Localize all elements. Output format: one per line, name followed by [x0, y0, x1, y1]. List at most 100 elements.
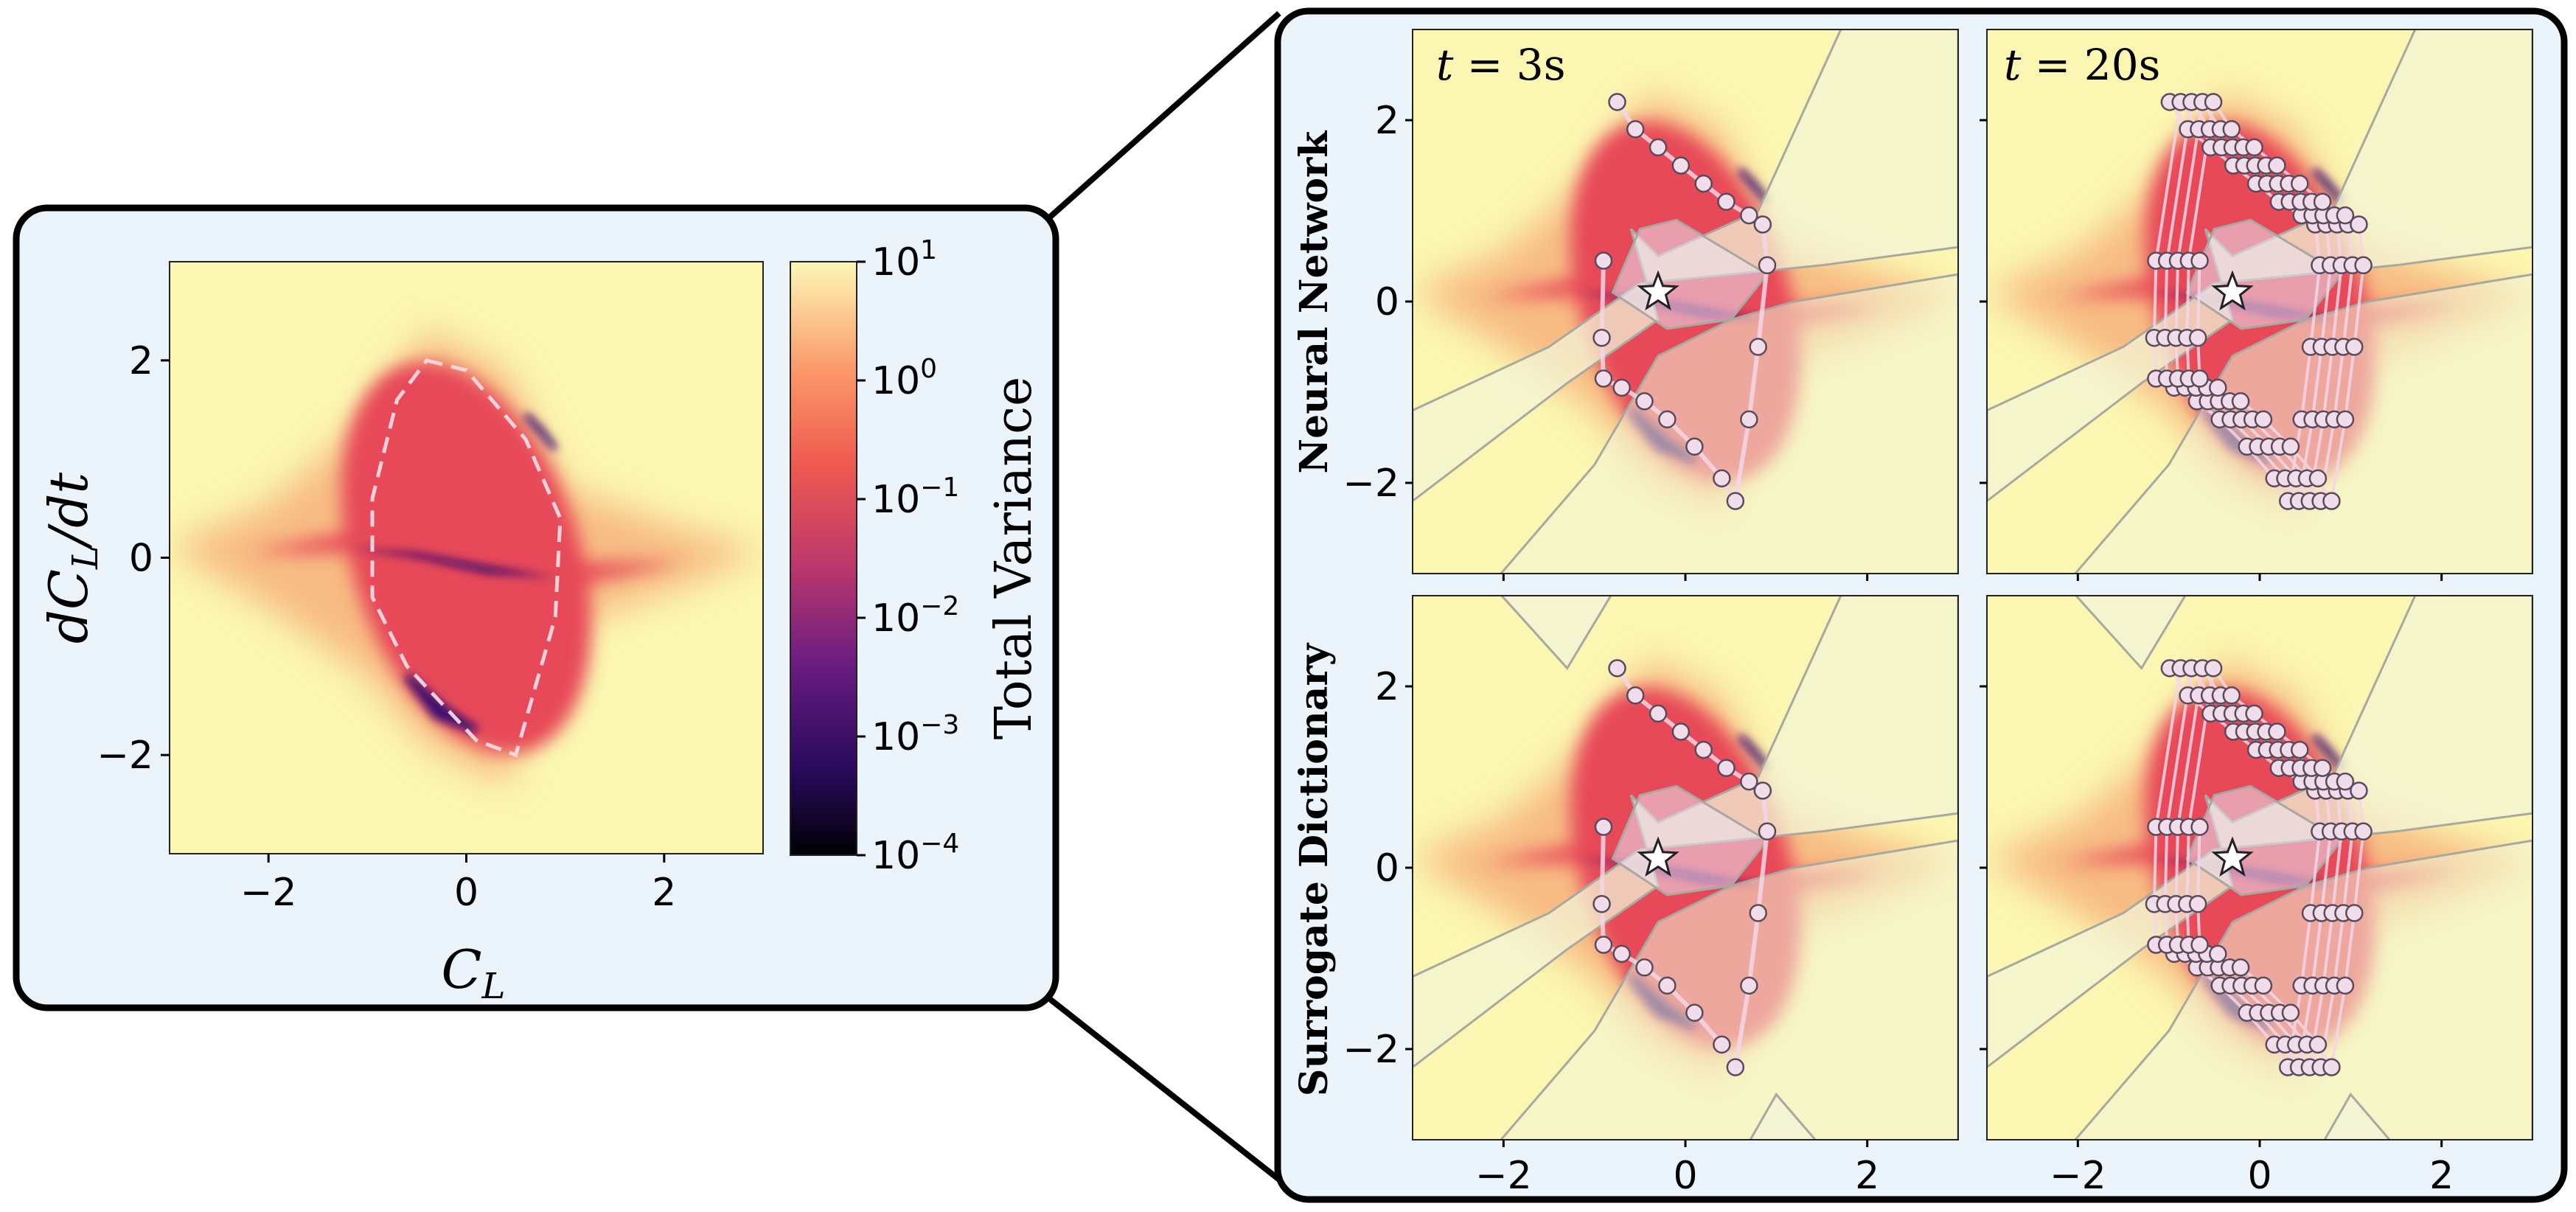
- trajectory-point: [2308, 469, 2328, 488]
- subplot-content: [1987, 596, 2533, 1140]
- boundary-corner-top: [1500, 596, 1612, 670]
- trajectory-point: [1608, 659, 1626, 678]
- trajectory-point: [1635, 392, 1654, 411]
- trajectory-point: [1594, 936, 1613, 954]
- subplot-nn-t20: [1986, 29, 2533, 574]
- trajectory-point: [1685, 437, 1704, 456]
- variance-mid-band: [248, 528, 684, 588]
- trajectory-point: [2336, 410, 2355, 429]
- trajectory-point: [1749, 904, 1767, 922]
- trajectory-point: [2190, 936, 2209, 954]
- colorbar-tick-label: 10−4: [871, 829, 959, 878]
- variance-low-arc-upper: [2311, 167, 2344, 204]
- trajectory-point: [2322, 1058, 2341, 1076]
- trajectory-point: [1753, 215, 1772, 234]
- colorbar-tick-label: 10−1: [871, 473, 959, 522]
- trajectory-point: [2222, 686, 2241, 705]
- subplot-sd-t3: [1412, 595, 1959, 1140]
- trajectory-point: [2209, 944, 2227, 964]
- trajectory-point: [2313, 192, 2332, 211]
- trajectory-point: [2209, 378, 2227, 397]
- trajectory-point: [1608, 93, 1626, 111]
- trajectory-point: [1592, 894, 1611, 913]
- trajectory-point: [1612, 378, 1631, 397]
- boundary-corner-bottom: [1749, 1092, 1817, 1140]
- trajectory-point: [1758, 256, 1777, 275]
- subplot-sd-t20: [1986, 595, 2533, 1140]
- zoom-y-tick-label: −2: [1343, 462, 1399, 506]
- subplot-content: [1413, 596, 1958, 1140]
- trajectory-point: [2313, 759, 2332, 777]
- zoom-x-tick-label: 2: [1855, 1154, 1879, 1198]
- trajectory-point: [2336, 772, 2355, 791]
- trajectory-point: [1671, 156, 1691, 175]
- trajectory-point: [1649, 138, 1668, 157]
- colorbar-label: Total Variance: [985, 377, 1043, 740]
- zoom-axes: −2 0 2 −2 −2 0 0 2 2 −2 0 2: [1343, 99, 2454, 1198]
- trajectory-point: [1713, 1035, 1731, 1054]
- variance-low-arc-upper: [1737, 734, 1770, 770]
- trajectory-point: [1694, 740, 1713, 759]
- trajectory-point: [1740, 976, 1758, 995]
- trajectory-point: [2354, 256, 2373, 275]
- colorbar-tick-label: 100: [871, 354, 937, 403]
- x-tick-label: 0: [454, 871, 478, 915]
- trajectory-point: [2188, 894, 2207, 913]
- trajectory-point: [2190, 369, 2209, 388]
- trajectory-point: [1740, 772, 1758, 791]
- trajectory-point: [1626, 120, 1645, 139]
- boundary-corner-top: [2074, 596, 2187, 670]
- trajectory-point: [2291, 740, 2309, 759]
- zoom-x-tick-label: 0: [1673, 1154, 1697, 1198]
- y-tick-label: 2: [129, 339, 153, 383]
- trajectory-point: [2231, 958, 2250, 977]
- trajectory-point: [2345, 904, 2364, 922]
- trajectory-point: [1658, 976, 1677, 995]
- zoom-x-tick-label: −2: [1475, 1154, 1532, 1198]
- row-label-neural-network: Neural Network: [1292, 130, 1337, 474]
- initial-condition-star: [1637, 836, 1679, 877]
- trajectory-point: [1758, 822, 1777, 841]
- trajectory-point: [2336, 976, 2355, 995]
- trajectory-point: [2291, 174, 2309, 193]
- variance-low-band: [347, 548, 556, 578]
- subplot-content: [1413, 29, 1958, 574]
- zoom-x-tick-label: −2: [2050, 1154, 2106, 1198]
- trajectory-point: [2308, 1035, 2328, 1054]
- overview-axes: −2 −2 0 0 2 2: [97, 339, 676, 915]
- variance-core: [248, 361, 684, 754]
- trajectory-point: [2322, 492, 2341, 510]
- variance-heatmap: [170, 262, 763, 854]
- trajectory-point: [1594, 251, 1613, 270]
- zoom-y-tick-label: 0: [1375, 280, 1399, 324]
- zoom-y-tick-label: 2: [1375, 665, 1399, 709]
- trajectory-point: [1594, 818, 1613, 836]
- trajectory-point: [1717, 759, 1736, 777]
- variance-low-arc-upper: [1737, 167, 1770, 204]
- trajectory-point: [2350, 215, 2368, 234]
- trajectory-point: [2188, 328, 2207, 347]
- trajectory-point: [1649, 704, 1668, 723]
- trajectory-point: [1685, 1003, 1704, 1023]
- time-label-col2: t = 20s: [2004, 40, 2160, 90]
- colorbar: [790, 261, 857, 856]
- trajectory-point: [2245, 704, 2263, 723]
- time-label-col1: t = 3s: [1436, 40, 1565, 90]
- trajectory-point: [1658, 410, 1677, 429]
- trajectory-point: [1626, 686, 1645, 705]
- trajectory-point: [2204, 93, 2223, 111]
- trajectory-point: [2354, 822, 2373, 841]
- initial-condition-star: [1637, 270, 1679, 311]
- trajectory-point: [1740, 206, 1758, 225]
- trajectory-point: [2268, 722, 2286, 741]
- trajectory-point: [2350, 781, 2368, 800]
- subplot-nn-t3: [1412, 29, 1959, 574]
- trajectory-point: [1717, 192, 1736, 211]
- zoom-y-tick-label: 0: [1375, 846, 1399, 891]
- zoom-x-tick-label: 0: [2247, 1154, 2272, 1198]
- limit-cycle-path: [370, 358, 563, 758]
- trajectory-point: [1694, 174, 1713, 193]
- trajectory-point: [2190, 818, 2209, 836]
- trajectory-point: [1753, 781, 1772, 800]
